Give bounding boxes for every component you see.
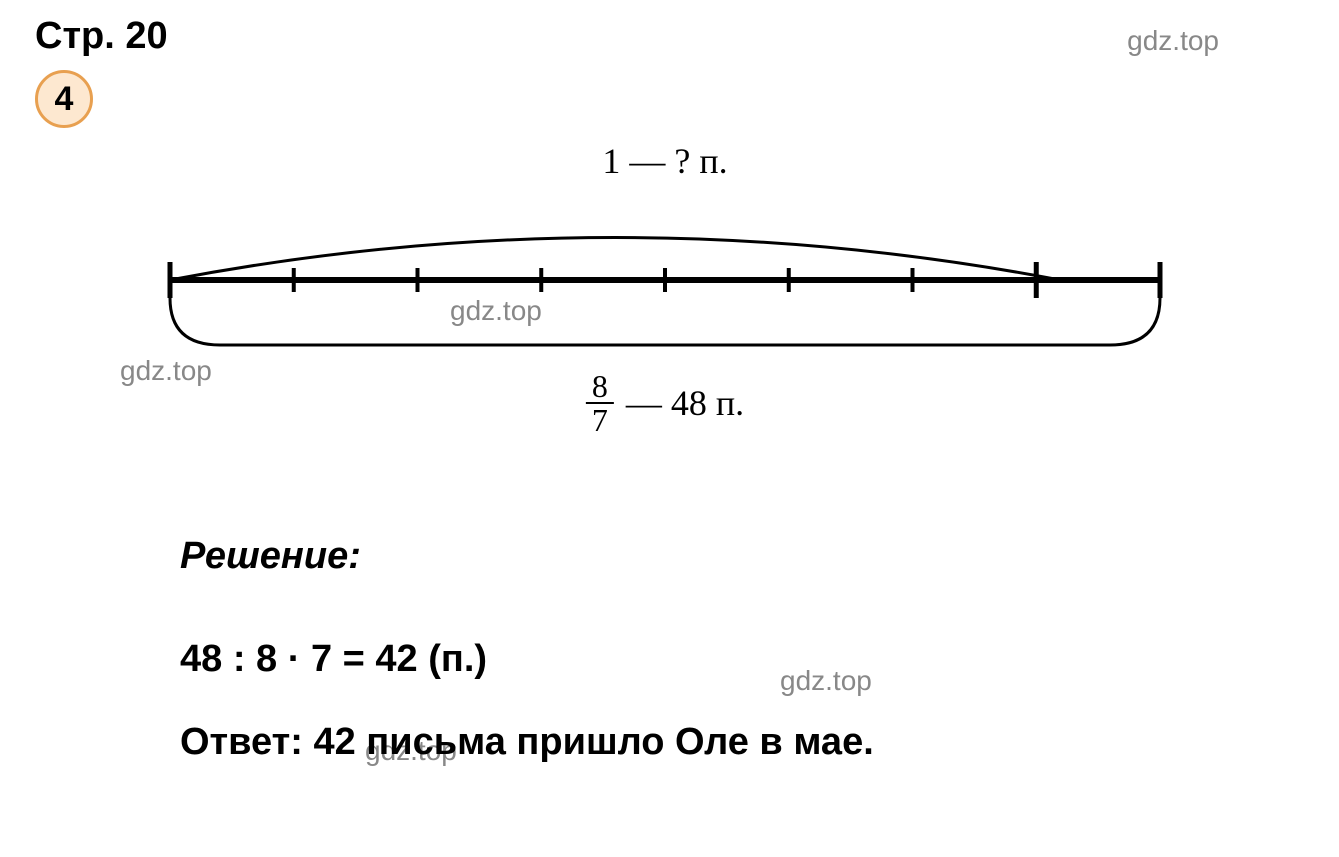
fraction-denominator: 7 [586,404,614,436]
page-header: Стр. 20 [35,15,168,58]
fraction: 8 7 [586,370,614,436]
solution-section: Решение: 48 : 8 · 7 = 42 (п.) Ответ: 42 … [180,535,874,764]
solution-answer: Ответ: 42 письма пришло Оле в мае. [180,721,874,764]
number-line-svg [140,180,1190,380]
fraction-numerator: 8 [586,370,614,404]
solution-label: Решение: [180,535,874,578]
diagram-top-label: 1 — ? п. [602,140,727,182]
bottom-label-text: — 48 п. [626,382,744,424]
number-line-diagram: 1 — ? п. 8 7 — 48 п. [140,140,1190,420]
problem-number-badge: 4 [35,70,93,128]
watermark-icon: gdz.top [1127,25,1219,57]
solution-equation: 48 : 8 · 7 = 42 (п.) [180,638,874,681]
diagram-bottom-label: 8 7 — 48 п. [586,370,744,436]
